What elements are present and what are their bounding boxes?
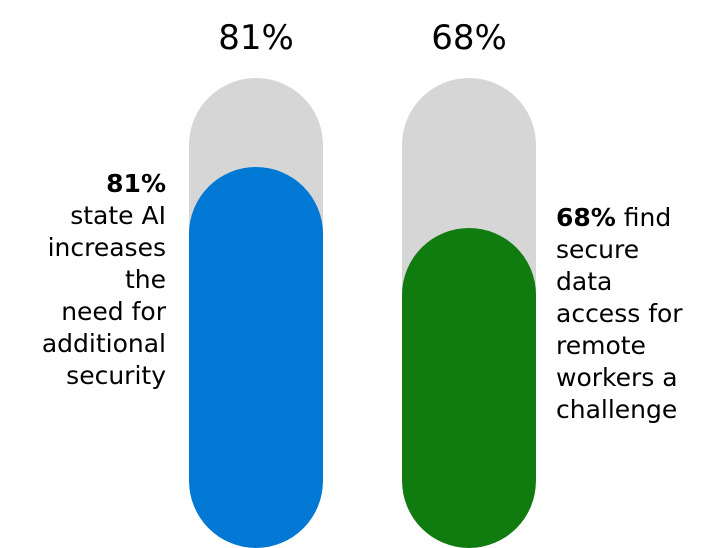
callout-line: additional <box>41 329 166 358</box>
callout-line: find <box>615 203 672 232</box>
callout-line: data <box>556 267 613 296</box>
callout-line: increases <box>47 233 166 262</box>
callout-line: need for <box>61 297 166 326</box>
callout-text: 81% state AI increases the need for addi… <box>0 168 166 392</box>
callout-text: 68% find secure data access for remote w… <box>556 202 716 426</box>
callout-line: secure <box>556 235 640 264</box>
bar-fill <box>189 167 323 548</box>
callout-line: workers a <box>556 363 678 392</box>
bar-track <box>189 78 323 548</box>
callout-line: remote <box>556 331 646 360</box>
callout-line: security <box>66 361 166 390</box>
bar-fill <box>402 228 536 548</box>
callout-line: challenge <box>556 395 678 424</box>
bar-value-label: 81% <box>218 18 294 58</box>
bar-value-label: 68% <box>431 18 507 58</box>
callout-bold-value: 68% <box>556 203 616 232</box>
callout-line: state AI <box>70 201 166 230</box>
callout-bold-value: 81% <box>106 169 166 198</box>
bar-track <box>402 78 536 548</box>
callout-line: access for <box>556 299 683 328</box>
callout-line: the <box>124 265 166 294</box>
